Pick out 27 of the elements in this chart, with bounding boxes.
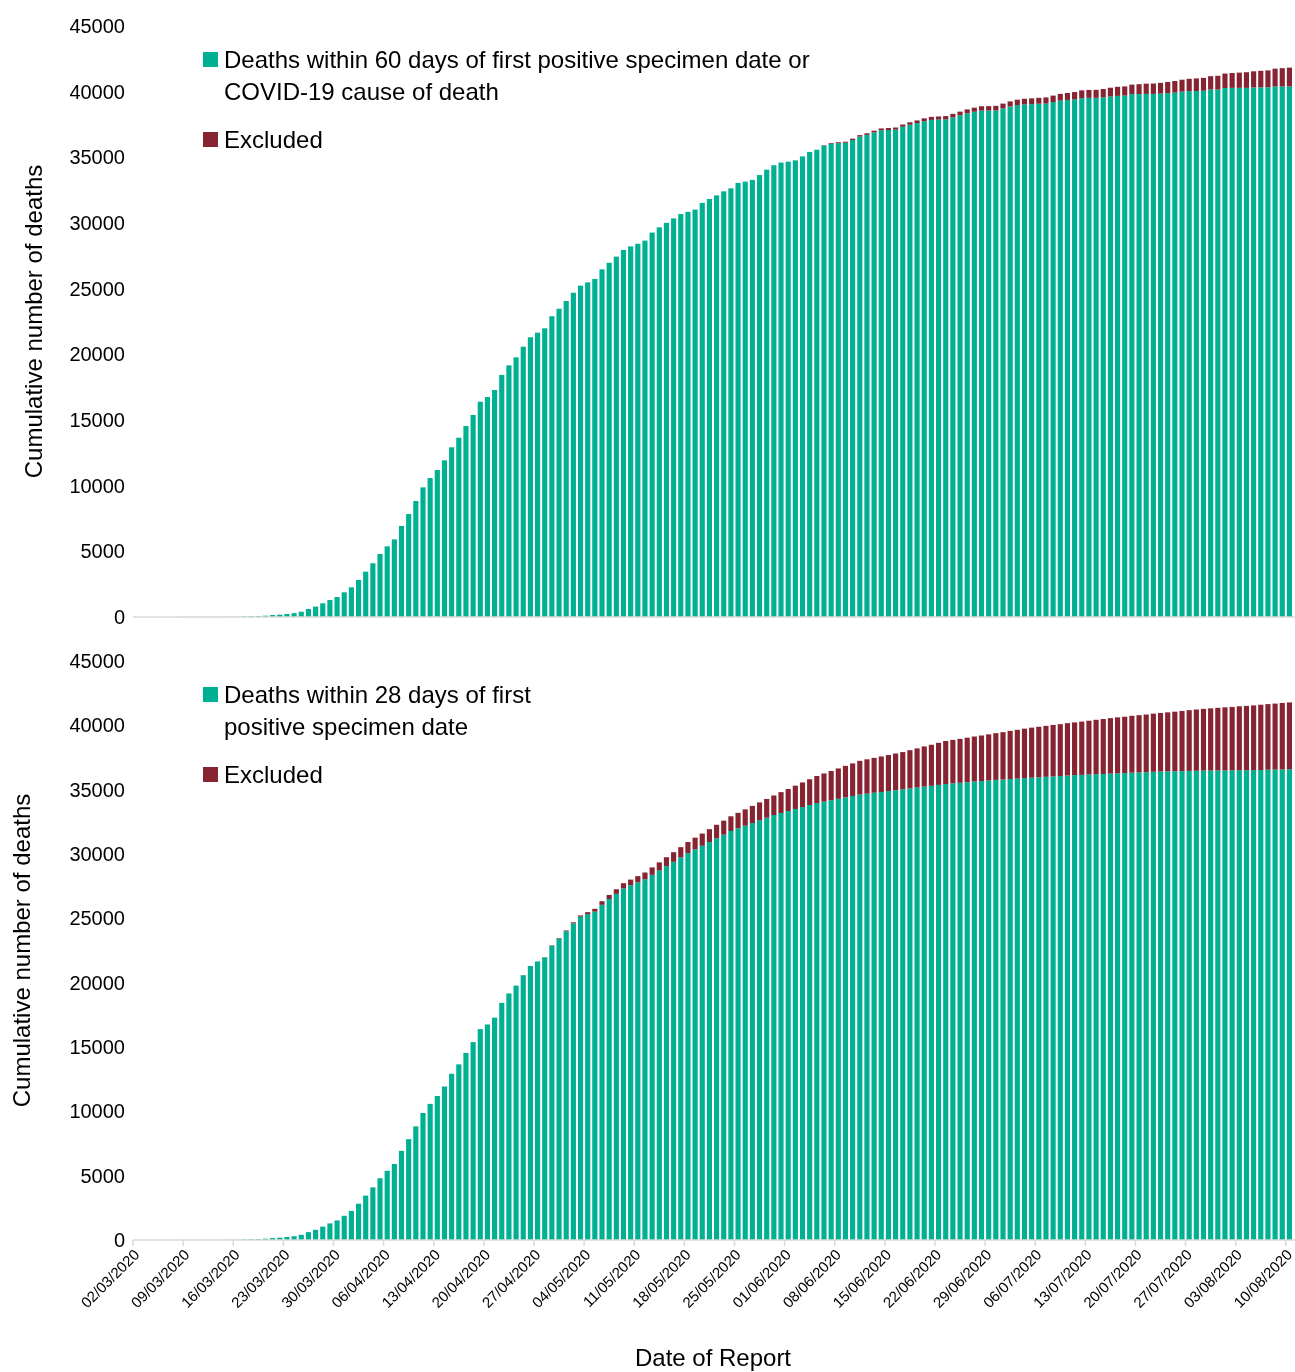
y-axis-title: Cumulative number of deaths bbox=[20, 164, 47, 479]
y-tick-label: 40000 bbox=[69, 714, 125, 737]
y-tick-label: 30000 bbox=[69, 212, 125, 234]
y-tick-label: 5000 bbox=[80, 1164, 125, 1187]
y-tick-label: 15000 bbox=[69, 1036, 125, 1058]
y-tick-label: 15000 bbox=[69, 409, 125, 431]
y-tick-label: 30000 bbox=[69, 843, 125, 865]
y-tick-label: 5000 bbox=[80, 540, 125, 563]
x-axis-title: Date of Report bbox=[634, 1344, 792, 1371]
y-tick-label: 10000 bbox=[69, 1100, 125, 1123]
y-tick-label: 20000 bbox=[69, 343, 125, 366]
y-tick-label: 35000 bbox=[69, 146, 125, 169]
y-axis-title: Cumulative number of deaths bbox=[8, 793, 35, 1108]
y-tick-label: 0 bbox=[113, 1229, 125, 1251]
legend-label: Deaths within 60 days of first positive specimen date or COVID-19 cause of death bbox=[224, 46, 810, 106]
y-tick-label: 35000 bbox=[69, 778, 125, 801]
y-tick-label: 45000 bbox=[69, 15, 125, 37]
y-tick-label: 25000 bbox=[69, 277, 125, 300]
legend-label: Deaths within 28 days of first positive specimen date bbox=[224, 681, 532, 741]
y-tick-label: 0 bbox=[113, 606, 125, 628]
y-tick-label: 25000 bbox=[69, 907, 125, 930]
y-tick-label: 10000 bbox=[69, 474, 125, 497]
y-tick-label: 45000 bbox=[69, 650, 125, 672]
y-tick-label: 40000 bbox=[69, 80, 125, 103]
legend-label: Excluded bbox=[224, 761, 323, 789]
y-tick-label: 20000 bbox=[69, 971, 125, 994]
legend-label: Excluded bbox=[224, 126, 323, 154]
